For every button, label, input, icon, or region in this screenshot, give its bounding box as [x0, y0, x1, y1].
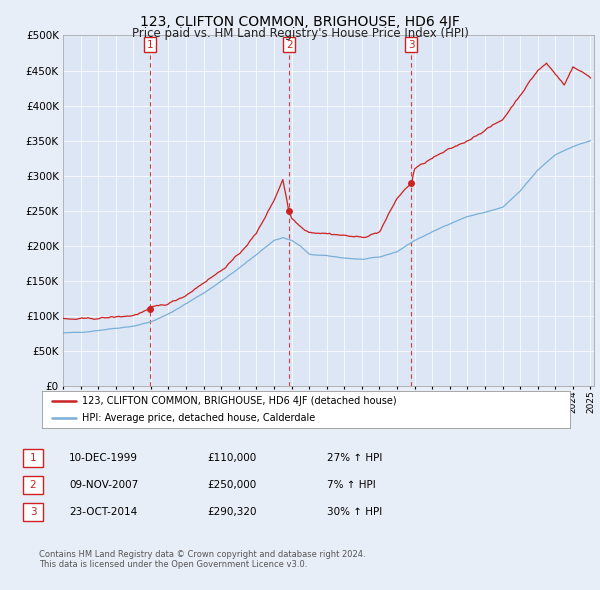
- Text: 123, CLIFTON COMMON, BRIGHOUSE, HD6 4JF (detached house): 123, CLIFTON COMMON, BRIGHOUSE, HD6 4JF …: [82, 396, 396, 405]
- Text: 27% ↑ HPI: 27% ↑ HPI: [327, 453, 382, 463]
- Text: 2: 2: [286, 40, 292, 50]
- Text: 1: 1: [146, 40, 153, 50]
- Text: 2: 2: [29, 480, 37, 490]
- Text: 09-NOV-2007: 09-NOV-2007: [69, 480, 138, 490]
- Text: Contains HM Land Registry data © Crown copyright and database right 2024.
This d: Contains HM Land Registry data © Crown c…: [39, 550, 365, 569]
- Text: Price paid vs. HM Land Registry's House Price Index (HPI): Price paid vs. HM Land Registry's House …: [131, 27, 469, 40]
- Text: £250,000: £250,000: [207, 480, 256, 490]
- Text: £290,320: £290,320: [207, 507, 257, 517]
- Text: 30% ↑ HPI: 30% ↑ HPI: [327, 507, 382, 517]
- Text: 3: 3: [29, 507, 37, 517]
- Text: 10-DEC-1999: 10-DEC-1999: [69, 453, 138, 463]
- Text: £110,000: £110,000: [207, 453, 256, 463]
- Text: 3: 3: [408, 40, 415, 50]
- Text: HPI: Average price, detached house, Calderdale: HPI: Average price, detached house, Cald…: [82, 413, 315, 422]
- Text: 123, CLIFTON COMMON, BRIGHOUSE, HD6 4JF: 123, CLIFTON COMMON, BRIGHOUSE, HD6 4JF: [140, 15, 460, 29]
- Text: 23-OCT-2014: 23-OCT-2014: [69, 507, 137, 517]
- Text: 1: 1: [29, 453, 37, 463]
- Text: 7% ↑ HPI: 7% ↑ HPI: [327, 480, 376, 490]
